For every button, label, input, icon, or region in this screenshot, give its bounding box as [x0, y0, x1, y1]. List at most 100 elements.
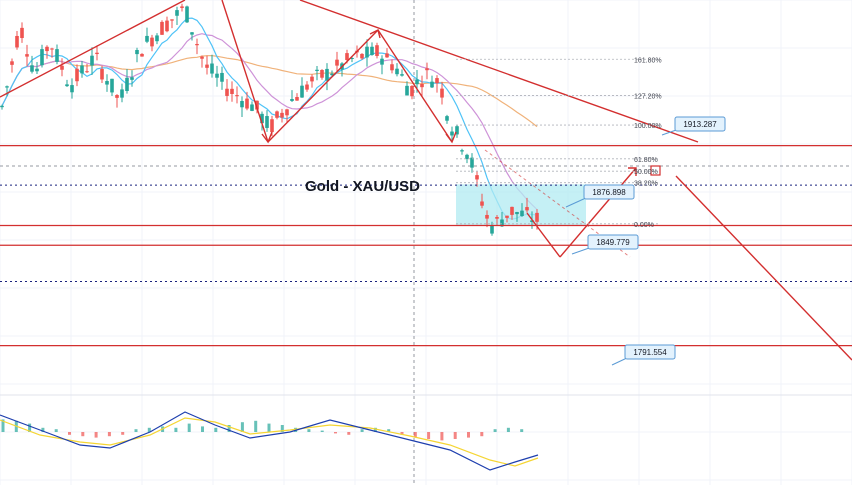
candle-body: [370, 46, 374, 55]
candle-body: [435, 78, 439, 84]
candle-body: [320, 69, 324, 78]
macd-signal-line: [0, 417, 539, 467]
macd-bar: [427, 432, 431, 439]
candle-body: [495, 216, 499, 219]
macd-bar: [174, 427, 178, 432]
macd-bar: [347, 432, 351, 435]
descending-trendline: [299, 0, 699, 143]
arrowhead: [445, 131, 457, 144]
macd-bar: [373, 427, 377, 432]
candle-body: [90, 55, 94, 66]
macd-line: [0, 411, 539, 471]
candle-body: [25, 54, 29, 57]
candle-body: [205, 64, 209, 68]
candle-body: [250, 104, 254, 111]
candle-body: [100, 68, 104, 80]
candle-body: [480, 201, 484, 206]
macd-bar: [54, 429, 58, 432]
fibonacci-levels: 161.80% 127.20% 100.00% 61.80% 50.00% 38.20% 0…: [456, 57, 662, 229]
candle-body: [160, 21, 164, 35]
candle-body: [365, 46, 369, 58]
candle-body: [415, 79, 419, 85]
macd-bar: [94, 432, 98, 438]
candle-body: [60, 65, 64, 70]
price-label-1849: 1849.779: [596, 238, 630, 247]
candle-body: [180, 6, 184, 8]
candle-body: [350, 58, 354, 60]
candle-body: [20, 27, 24, 39]
candle-body: [245, 98, 249, 109]
candle-body: [0, 105, 4, 108]
candle-body: [375, 45, 379, 56]
candle-body: [130, 77, 134, 80]
candle-body: [45, 46, 49, 52]
candle-body: [155, 35, 159, 42]
candle-body: [255, 100, 259, 110]
candle-body: [325, 68, 329, 81]
macd-bar: [107, 432, 111, 437]
fib-label: 161.80%: [634, 57, 662, 64]
macd-bar: [400, 432, 404, 435]
macd-bar: [240, 422, 244, 432]
consolidation-box: [456, 184, 586, 226]
candle-body: [110, 78, 114, 93]
candle-body: [10, 61, 14, 65]
candle-body: [235, 95, 239, 97]
macd-bar: [387, 429, 391, 432]
candle-body: [285, 109, 289, 116]
price-label-1876-box: [583, 184, 635, 200]
candle-body: [185, 6, 189, 23]
arrowhead: [628, 167, 637, 176]
trend-down-3: [526, 212, 561, 258]
candle-body: [135, 49, 139, 55]
candle-body: [65, 84, 69, 87]
candle-body: [385, 53, 389, 58]
candle-body: [400, 74, 404, 76]
price-label-1791-box: [624, 344, 676, 360]
candle-body: [15, 35, 19, 48]
price-label-1849-box: [587, 234, 639, 250]
candle-body: [215, 73, 219, 78]
candle-body: [75, 68, 79, 82]
macd-bar: [267, 423, 271, 432]
candle-body: [490, 225, 494, 234]
candle-body: [220, 72, 224, 82]
macd-bar: [254, 420, 258, 432]
candle-body: [80, 65, 84, 74]
candle-body: [445, 116, 449, 121]
candle-body: [520, 210, 524, 217]
macd-bar: [147, 427, 151, 432]
ma-slow-line: [1, 54, 538, 128]
candle-body: [125, 77, 129, 92]
macd-bar: [280, 425, 284, 432]
candle-body: [335, 59, 339, 66]
arrowhead: [369, 28, 381, 39]
candle-body: [195, 43, 199, 46]
macd-bar: [360, 429, 364, 432]
horizontal-levels: [0, 145, 852, 347]
candle-body: [200, 56, 204, 59]
candle-body: [30, 65, 34, 72]
candle-body: [410, 85, 414, 97]
candle-body: [380, 58, 384, 65]
arrowhead: [261, 131, 273, 144]
candle-body: [425, 68, 429, 71]
trend-down-1: [221, 0, 269, 143]
projection-down: [675, 175, 852, 361]
candle-body: [260, 113, 264, 124]
candle-body: [455, 126, 459, 135]
fib-label: 38.20%: [634, 181, 658, 188]
macd-bar: [28, 423, 32, 432]
candle-body: [145, 35, 149, 42]
candle-body: [360, 53, 364, 59]
trend-down-2: [377, 29, 453, 143]
candle-body: [120, 89, 124, 98]
candle-body: [300, 85, 304, 98]
macd-bar: [307, 429, 311, 432]
candle-body: [175, 10, 179, 16]
candle-body: [460, 150, 464, 152]
projection-up: [559, 167, 637, 258]
macd-bar: [520, 429, 524, 432]
